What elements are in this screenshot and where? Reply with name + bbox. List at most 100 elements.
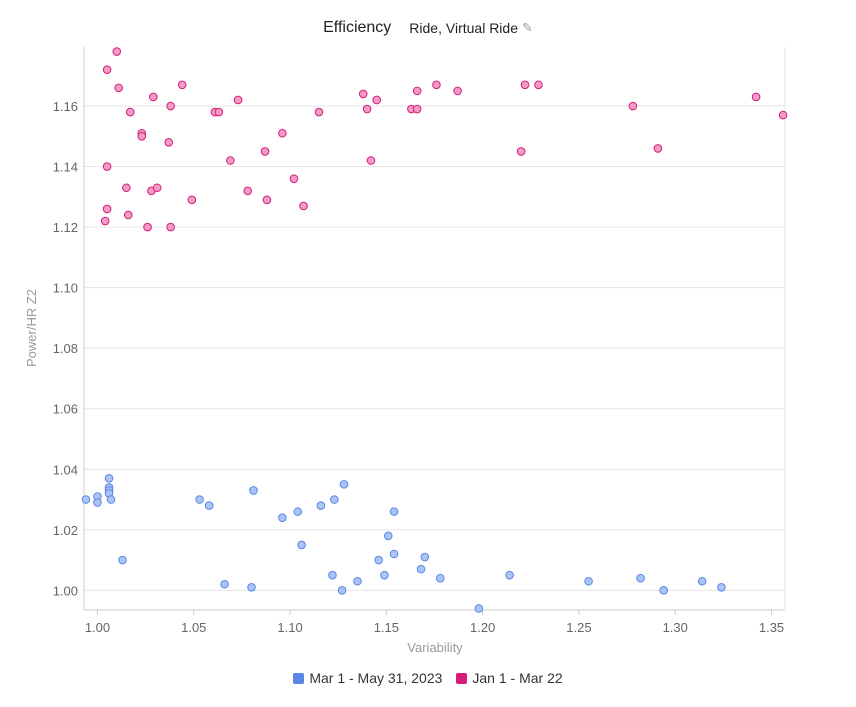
legend: Mar 1 - May 31, 2023 Jan 1 - Mar 22	[0, 670, 856, 686]
data-point-series-1[interactable]	[337, 586, 347, 595]
data-point-series-2[interactable]	[233, 95, 243, 105]
x-tick-label: 1.30	[663, 620, 688, 635]
data-point-series-2[interactable]	[278, 128, 287, 138]
data-point-series-2[interactable]	[260, 147, 270, 156]
data-point-series-2[interactable]	[299, 201, 308, 211]
data-point-series-2[interactable]	[453, 86, 462, 96]
data-point-series-2[interactable]	[751, 92, 761, 102]
data-point-series-2[interactable]	[177, 80, 187, 90]
data-point-series-2[interactable]	[102, 204, 112, 214]
data-point-series-1[interactable]	[374, 555, 383, 565]
legend-swatch-series-1	[293, 672, 305, 684]
data-point-series-2[interactable]	[187, 195, 197, 205]
y-axis-ticks: 1.00 1.02 1.04 1.06 1.08 1.10 1.12 1.14 1.16	[53, 99, 78, 598]
data-point-series-1[interactable]	[247, 582, 256, 592]
data-point-series-1[interactable]	[353, 576, 362, 586]
data-point-series-2[interactable]	[149, 92, 158, 102]
x-axis-title: Variability	[407, 640, 463, 655]
y-tick-label: 1.14	[53, 160, 78, 175]
x-tick-label: 1.35	[759, 620, 784, 635]
data-point-series-2[interactable]	[123, 210, 133, 220]
data-point-series-1[interactable]	[584, 576, 593, 586]
data-point-series-1[interactable]	[416, 564, 426, 574]
data-point-series-1[interactable]	[659, 586, 668, 595]
data-point-series-2[interactable]	[366, 156, 376, 165]
x-tick-label: 1.25	[566, 620, 591, 635]
y-tick-label: 1.06	[53, 402, 78, 417]
data-point-series-1[interactable]	[204, 501, 214, 510]
data-point-series-1[interactable]	[104, 474, 114, 483]
data-point-series-1[interactable]	[339, 480, 349, 489]
data-point-series-2[interactable]	[628, 101, 638, 111]
data-point-series-1[interactable]	[697, 576, 707, 586]
data-point-series-2[interactable]	[432, 80, 441, 90]
x-tick-label: 1.20	[470, 620, 495, 635]
data-point-series-2[interactable]	[100, 216, 110, 226]
data-point-series-2[interactable]	[102, 162, 112, 171]
data-point-series-2[interactable]	[262, 195, 272, 205]
activity-filter-label: Ride, Virtual Ride	[409, 20, 518, 36]
data-point-series-2[interactable]	[166, 222, 175, 232]
data-point-series-1[interactable]	[636, 573, 645, 583]
data-point-series-2[interactable]	[653, 144, 663, 153]
data-point-series-1[interactable]	[93, 498, 102, 507]
data-point-series-1[interactable]	[81, 495, 91, 504]
data-point-series-2[interactable]	[243, 186, 252, 196]
data-point-series-1[interactable]	[474, 604, 484, 613]
data-point-series-2[interactable]	[112, 47, 122, 56]
data-point-series-2[interactable]	[164, 138, 174, 147]
plot-frame	[83, 47, 786, 611]
data-point-series-1[interactable]	[195, 495, 204, 504]
data-point-series-2[interactable]	[122, 183, 131, 193]
data-point-series-1[interactable]	[249, 486, 258, 495]
pencil-icon[interactable]: ✎	[521, 20, 533, 35]
data-point-series-1[interactable]	[316, 501, 326, 510]
data-point-series-1[interactable]	[278, 513, 287, 522]
data-point-series-2[interactable]	[143, 222, 152, 232]
data-point-series-2[interactable]	[214, 107, 224, 117]
data-point-series-2[interactable]	[778, 110, 788, 120]
data-point-series-1[interactable]	[328, 570, 337, 580]
legend-label-series-1: Mar 1 - May 31, 2023	[309, 670, 443, 686]
data-point-series-1[interactable]	[389, 549, 399, 559]
data-point-series-2[interactable]	[166, 101, 175, 111]
y-tick-label: 1.02	[53, 523, 78, 538]
data-point-series-2[interactable]	[412, 104, 422, 114]
data-point-series-1[interactable]	[293, 507, 303, 516]
data-point-series-1[interactable]	[717, 582, 726, 592]
data-point-series-2[interactable]	[152, 183, 162, 193]
legend-swatch-series-2	[456, 672, 468, 684]
data-point-series-1[interactable]	[420, 552, 430, 562]
data-point-series-2[interactable]	[314, 107, 324, 117]
data-point-series-2[interactable]	[534, 80, 543, 90]
legend-item-series-1[interactable]: Mar 1 - May 31, 2023	[293, 670, 442, 686]
data-point-series-2[interactable]	[516, 147, 526, 156]
legend-item-series-2[interactable]: Jan 1 - Mar 22	[456, 670, 563, 686]
y-tick-label: 1.08	[53, 341, 78, 356]
data-point-series-1[interactable]	[389, 507, 399, 516]
data-point-series-2[interactable]	[362, 104, 372, 114]
data-point-series-2[interactable]	[520, 80, 530, 90]
data-point-series-2[interactable]	[137, 131, 147, 141]
legend-label-series-2: Jan 1 - Mar 22	[472, 670, 563, 686]
data-point-series-2[interactable]	[289, 174, 299, 183]
data-point-series-1[interactable]	[435, 573, 445, 583]
activity-filter-button[interactable]: Ride, Virtual Ride ✎	[409, 20, 533, 36]
data-point-series-2[interactable]	[102, 65, 112, 75]
data-point-series-1[interactable]	[106, 495, 116, 504]
data-point-series-2[interactable]	[226, 156, 235, 165]
data-point-series-1[interactable]	[383, 531, 393, 541]
y-tick-label: 1.04	[53, 462, 78, 477]
data-point-series-1[interactable]	[330, 495, 339, 504]
data-point-series-2[interactable]	[114, 83, 123, 93]
data-points	[81, 47, 788, 613]
data-point-series-1[interactable]	[505, 570, 514, 580]
data-point-series-1[interactable]	[118, 555, 127, 565]
data-point-series-2[interactable]	[412, 86, 422, 96]
data-point-series-2[interactable]	[372, 95, 382, 105]
data-point-series-2[interactable]	[125, 107, 135, 117]
data-point-series-1[interactable]	[297, 540, 306, 550]
data-point-series-2[interactable]	[358, 89, 368, 99]
data-point-series-1[interactable]	[220, 579, 229, 589]
data-point-series-1[interactable]	[380, 570, 389, 580]
